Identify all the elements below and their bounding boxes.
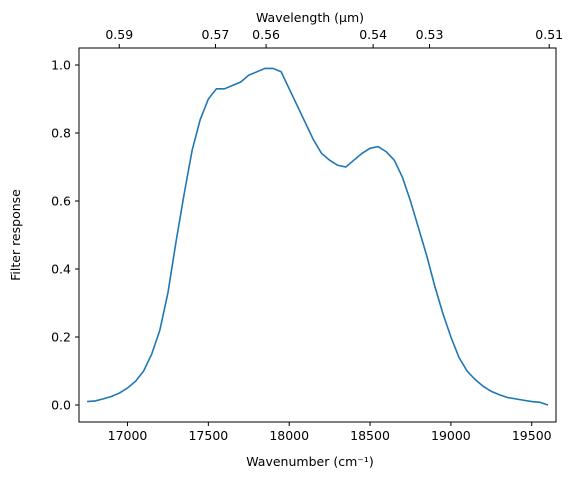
top-tick-label: 0.56 [252, 27, 280, 42]
top-tick-label: 0.59 [105, 27, 133, 42]
y-axis-label: Filter response [8, 189, 23, 281]
series-line [87, 67, 549, 406]
x-tick-label: 18000 [269, 428, 309, 443]
top-tick-label: 0.57 [202, 27, 230, 42]
plot-frame [78, 47, 557, 423]
top-tick-label: 0.51 [535, 27, 563, 42]
x-tick-label: 19000 [431, 428, 471, 443]
x-tick-label: 17000 [108, 428, 148, 443]
y-tick-label: 1.0 [51, 58, 71, 73]
x-tick-label: 17500 [188, 428, 228, 443]
y-tick-label: 0.2 [51, 330, 71, 345]
top-axis-label: Wavelength (μm) [256, 10, 364, 25]
y-tick-label: 0.0 [51, 398, 71, 413]
top-tick-label: 0.54 [359, 27, 387, 42]
top-tick-label: 0.53 [416, 27, 444, 42]
y-tick-label: 0.8 [51, 126, 71, 141]
x-axis-label: Wavenumber (cm⁻¹) [246, 454, 373, 469]
y-tick-label: 0.6 [51, 194, 71, 209]
y-tick-label: 0.4 [51, 262, 71, 277]
ticks-layer: 17000 17500 18000 18500 19000 19500 0.0 0.2 0.4 0… [51, 27, 563, 443]
x-tick-label: 19500 [512, 428, 552, 443]
x-tick-label: 18500 [350, 428, 390, 443]
